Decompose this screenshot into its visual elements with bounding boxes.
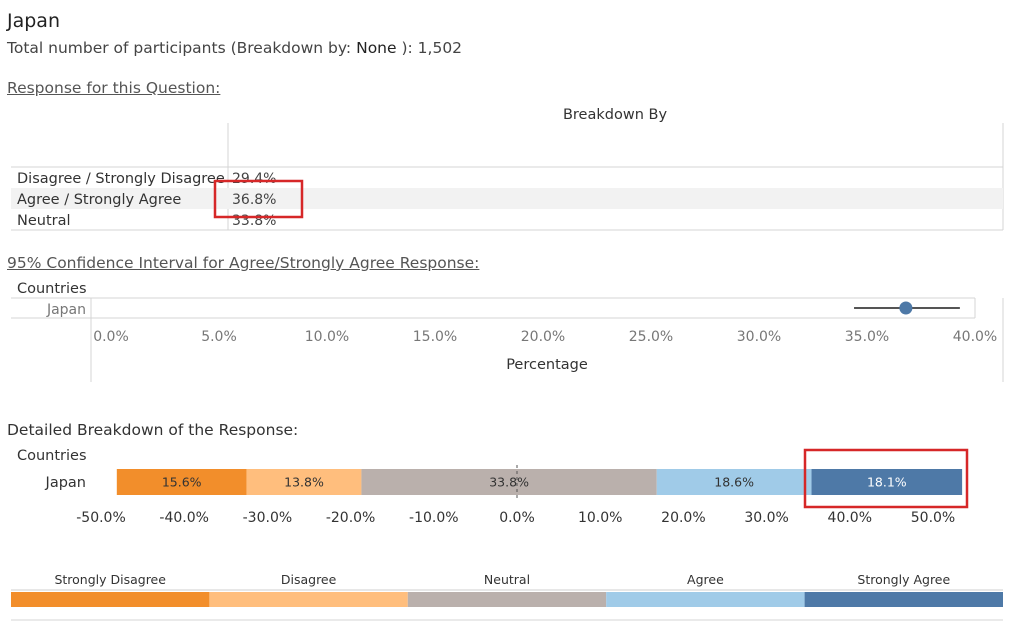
response-table: Breakdown By Disagree / Strongly Disagre… xyxy=(11,107,1004,231)
legend-swatch xyxy=(11,592,210,607)
ci-tick-label: 30.0% xyxy=(737,329,781,345)
highlight-box-strongly-agree xyxy=(803,448,969,509)
bar-strongly-agree[interactable] xyxy=(811,469,963,495)
legend-label: Strongly Agree xyxy=(857,572,950,587)
breakdown-tick-label: 40.0% xyxy=(828,510,872,526)
breakdown-row-header: Countries xyxy=(17,448,87,464)
table-row-value: 33.8% xyxy=(232,213,276,229)
ci-tick-label: 0.0% xyxy=(93,329,129,345)
response-section-heading: Response for this Question: xyxy=(7,79,221,97)
legend-item[interactable]: Strongly Disagree xyxy=(11,572,210,607)
legend-swatch xyxy=(606,592,805,607)
table-column-header: Breakdown By xyxy=(563,107,667,123)
bar-data-label: 18.6% xyxy=(714,475,754,490)
legend-label: Strongly Disagree xyxy=(54,572,166,587)
legend-item[interactable]: Agree xyxy=(606,572,805,607)
participants-summary: Total number of participants (Breakdown … xyxy=(7,39,462,57)
breakdown-tick-label: -40.0% xyxy=(159,510,209,526)
legend-item[interactable]: Disagree xyxy=(209,572,408,607)
table-row[interactable]: Neutral 33.8% xyxy=(17,213,276,229)
breakdown-tick-label: -10.0% xyxy=(409,510,459,526)
breakdown-tick-label: 30.0% xyxy=(744,510,788,526)
legend-label: Disagree xyxy=(281,572,337,587)
table-row-value: 36.8% xyxy=(232,192,276,208)
legend-item[interactable]: Neutral xyxy=(407,572,607,607)
color-legend: Strongly Disagree Disagree Neutral Agree Str… xyxy=(11,572,1003,621)
table-row-value: 29.4% xyxy=(232,171,276,187)
ci-point-marker[interactable] xyxy=(899,301,913,315)
detailed-breakdown-heading: Detailed Breakdown of the Response: xyxy=(7,421,299,439)
ci-tick-label: 5.0% xyxy=(201,329,237,345)
ci-axis-ticks: 0.0% 5.0% 10.0% 15.0% 20.0% 25.0% 30.0% 35.0% 40… xyxy=(93,329,997,345)
bar-data-label: 13.8% xyxy=(284,475,324,490)
breakdown-tick-label: 50.0% xyxy=(911,510,955,526)
table-row-label: Neutral xyxy=(17,213,71,229)
bar-data-label: 18.1% xyxy=(867,475,907,490)
highlight-box-agree xyxy=(213,179,304,219)
legend-item[interactable]: Strongly Agree xyxy=(804,572,1003,607)
bar-segment[interactable]: 13.8% xyxy=(246,469,362,495)
ci-tick-label: 10.0% xyxy=(305,329,349,345)
legend-swatch xyxy=(407,592,607,607)
breakdown-tick-label: 10.0% xyxy=(578,510,622,526)
ci-category-label: Japan xyxy=(46,302,86,318)
breakdown-category-label: Japan xyxy=(45,475,86,491)
legend-label: Agree xyxy=(687,572,724,587)
ci-row-header: Countries xyxy=(17,281,87,297)
ci-tick-label: 35.0% xyxy=(845,329,889,345)
ci-xaxis-label: Percentage xyxy=(506,357,588,373)
ci-tick-label: 25.0% xyxy=(629,329,673,345)
bar-segment[interactable]: 33.8% xyxy=(361,469,657,495)
bar-agree[interactable] xyxy=(656,469,812,495)
breakdown-tick-label: 20.0% xyxy=(661,510,705,526)
breakdown-tick-label: 0.0% xyxy=(499,510,535,526)
bar-disagree[interactable] xyxy=(246,469,362,495)
table-row[interactable]: Agree / Strongly Agree 36.8% xyxy=(17,192,276,208)
subtitle-prefix: Total number of participants (Breakdown … xyxy=(7,39,357,57)
bar-neutral[interactable] xyxy=(361,469,657,495)
ci-chart: Countries Japan 0.0% 5.0% 10.0% 15.0% 20.0% 2… xyxy=(11,281,1004,382)
page-title: Japan xyxy=(7,10,60,32)
breakdown-bars: 15.6% 13.8% 33.8% 18.6% 18.1% xyxy=(116,469,963,495)
breakdown-tick-label: -50.0% xyxy=(76,510,126,526)
table-row[interactable]: Disagree / Strongly Disagree 29.4% xyxy=(17,171,276,187)
breakdown-chart: Countries Japan 15.6% 13.8% 33.8% 18.6% 18.1… xyxy=(17,448,969,526)
table-row-label: Agree / Strongly Agree xyxy=(17,192,181,208)
bar-segment[interactable]: 15.6% xyxy=(116,469,247,495)
breakdown-tick-label: -20.0% xyxy=(326,510,376,526)
breakdown-axis-ticks: -50.0% -40.0% -30.0% -20.0% -10.0% 0.0% 10.0% 2… xyxy=(76,510,955,526)
ci-tick-label: 15.0% xyxy=(413,329,457,345)
subtitle-suffix: ): 1,502 xyxy=(396,39,463,57)
ci-tick-label: 20.0% xyxy=(521,329,565,345)
bar-data-label: 15.6% xyxy=(162,475,202,490)
legend-swatch xyxy=(804,592,1003,607)
table-row-highlight xyxy=(11,188,1003,209)
table-row-label: Disagree / Strongly Disagree xyxy=(17,171,225,187)
breakdown-value[interactable]: None xyxy=(356,39,397,57)
confidence-interval-heading: 95% Confidence Interval for Agree/Strong… xyxy=(7,254,480,272)
bar-strongly-disagree[interactable] xyxy=(116,469,247,495)
legend-swatch xyxy=(209,592,408,607)
legend-label: Neutral xyxy=(484,572,530,587)
ci-tick-label: 40.0% xyxy=(953,329,997,345)
bar-data-label: 33.8% xyxy=(489,475,529,490)
breakdown-tick-label: -30.0% xyxy=(243,510,293,526)
bar-segment[interactable]: 18.1% xyxy=(811,469,963,495)
bar-segment[interactable]: 18.6% xyxy=(656,469,812,495)
